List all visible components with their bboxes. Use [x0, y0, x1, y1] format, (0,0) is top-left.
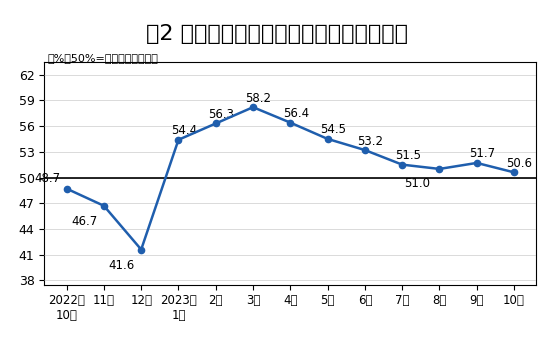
- Text: 56.3: 56.3: [208, 108, 234, 121]
- Text: 图2 非制造业商务活动指数（经季节调整）: 图2 非制造业商务活动指数（经季节调整）: [145, 24, 408, 44]
- Text: 51.5: 51.5: [395, 149, 421, 162]
- Text: 50.6: 50.6: [507, 157, 533, 170]
- Text: 53.2: 53.2: [357, 134, 383, 147]
- Text: 51.0: 51.0: [404, 177, 430, 190]
- Text: 41.6: 41.6: [108, 259, 135, 272]
- Text: （%）50%=与上月比较无变化: （%）50%=与上月比较无变化: [48, 53, 159, 63]
- Text: 54.5: 54.5: [320, 123, 346, 137]
- Text: 46.7: 46.7: [71, 215, 97, 228]
- Text: 51.7: 51.7: [469, 147, 495, 161]
- Text: 48.7: 48.7: [34, 172, 60, 185]
- Text: 56.4: 56.4: [283, 107, 309, 120]
- Text: 58.2: 58.2: [246, 92, 272, 105]
- Text: 54.4: 54.4: [171, 124, 197, 137]
